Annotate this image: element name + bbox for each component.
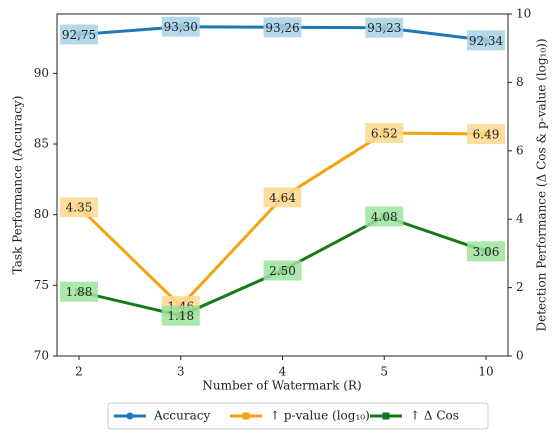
value-label-bg: [161, 305, 200, 326]
legend-marker: [126, 412, 134, 420]
y-tick-label: 80: [34, 207, 49, 221]
value-label: 3.06: [473, 245, 500, 259]
x-tick-label: 4: [279, 365, 287, 379]
y-tick-label: 85: [34, 137, 49, 151]
value-label-bg: [60, 24, 98, 45]
x-axis-label: Number of Watermark (R): [202, 379, 361, 393]
y-tick-label: 70: [34, 349, 49, 363]
value-label-bg: [365, 206, 404, 227]
y2-tick-label: 6: [516, 143, 524, 157]
value-label: 4.64: [269, 191, 296, 205]
y-tick-label: 75: [34, 278, 49, 292]
x-tick-label: 3: [177, 365, 185, 379]
y2-axis-label: Detection Performance (Δ Cos & p-value (…: [535, 38, 549, 331]
value-label: 93,30: [164, 20, 198, 34]
value-label-bg: [161, 16, 200, 37]
x-tick-label: 2: [75, 365, 83, 379]
value-label: 2.50: [269, 264, 296, 278]
value-label-bg: [365, 123, 404, 144]
value-label: 4.35: [66, 201, 93, 215]
value-label: 1.88: [66, 285, 93, 299]
legend-label: Accuracy: [153, 409, 210, 423]
y-axis-label: Task Performance (Accuracy): [11, 96, 25, 275]
y2-tick-label: 0: [516, 349, 524, 363]
legend-label: ↑ Δ Cos: [410, 409, 459, 423]
legend-label: ↑ p-value (log₁₀): [270, 409, 370, 423]
value-label-bg: [263, 260, 302, 281]
legend-box: [107, 402, 489, 430]
value-label-bg: [365, 17, 404, 38]
value-label: 92,75: [62, 28, 96, 42]
value-label-bg: [263, 17, 302, 38]
x-tick-label: 10: [478, 365, 493, 379]
y2-tick-label: 4: [516, 212, 524, 226]
y2-tick-label: 2: [516, 280, 524, 294]
value-label-bg: [467, 30, 505, 51]
legend-marker: [242, 412, 250, 420]
x-tick-label: 5: [380, 365, 388, 379]
value-label-bg: [467, 124, 505, 145]
value-label: 1.18: [167, 309, 194, 323]
value-label-bg: [60, 197, 98, 218]
legend-marker: [382, 412, 390, 420]
plot-frame: [56, 13, 509, 357]
value-label: 92,34: [469, 34, 504, 48]
value-label-bg: [467, 241, 505, 262]
value-label: 4.08: [371, 210, 398, 224]
value-label: 6.49: [473, 128, 500, 142]
y2-tick-label: 10: [516, 7, 531, 21]
value-label: 6.52: [371, 127, 398, 141]
value-label: 93,23: [367, 21, 401, 35]
value-label-bg: [263, 187, 302, 208]
y2-tick-label: 8: [516, 75, 524, 89]
value-label-bg: [60, 281, 98, 302]
value-label: 93,26: [265, 21, 299, 35]
y-tick-label: 90: [34, 66, 49, 80]
